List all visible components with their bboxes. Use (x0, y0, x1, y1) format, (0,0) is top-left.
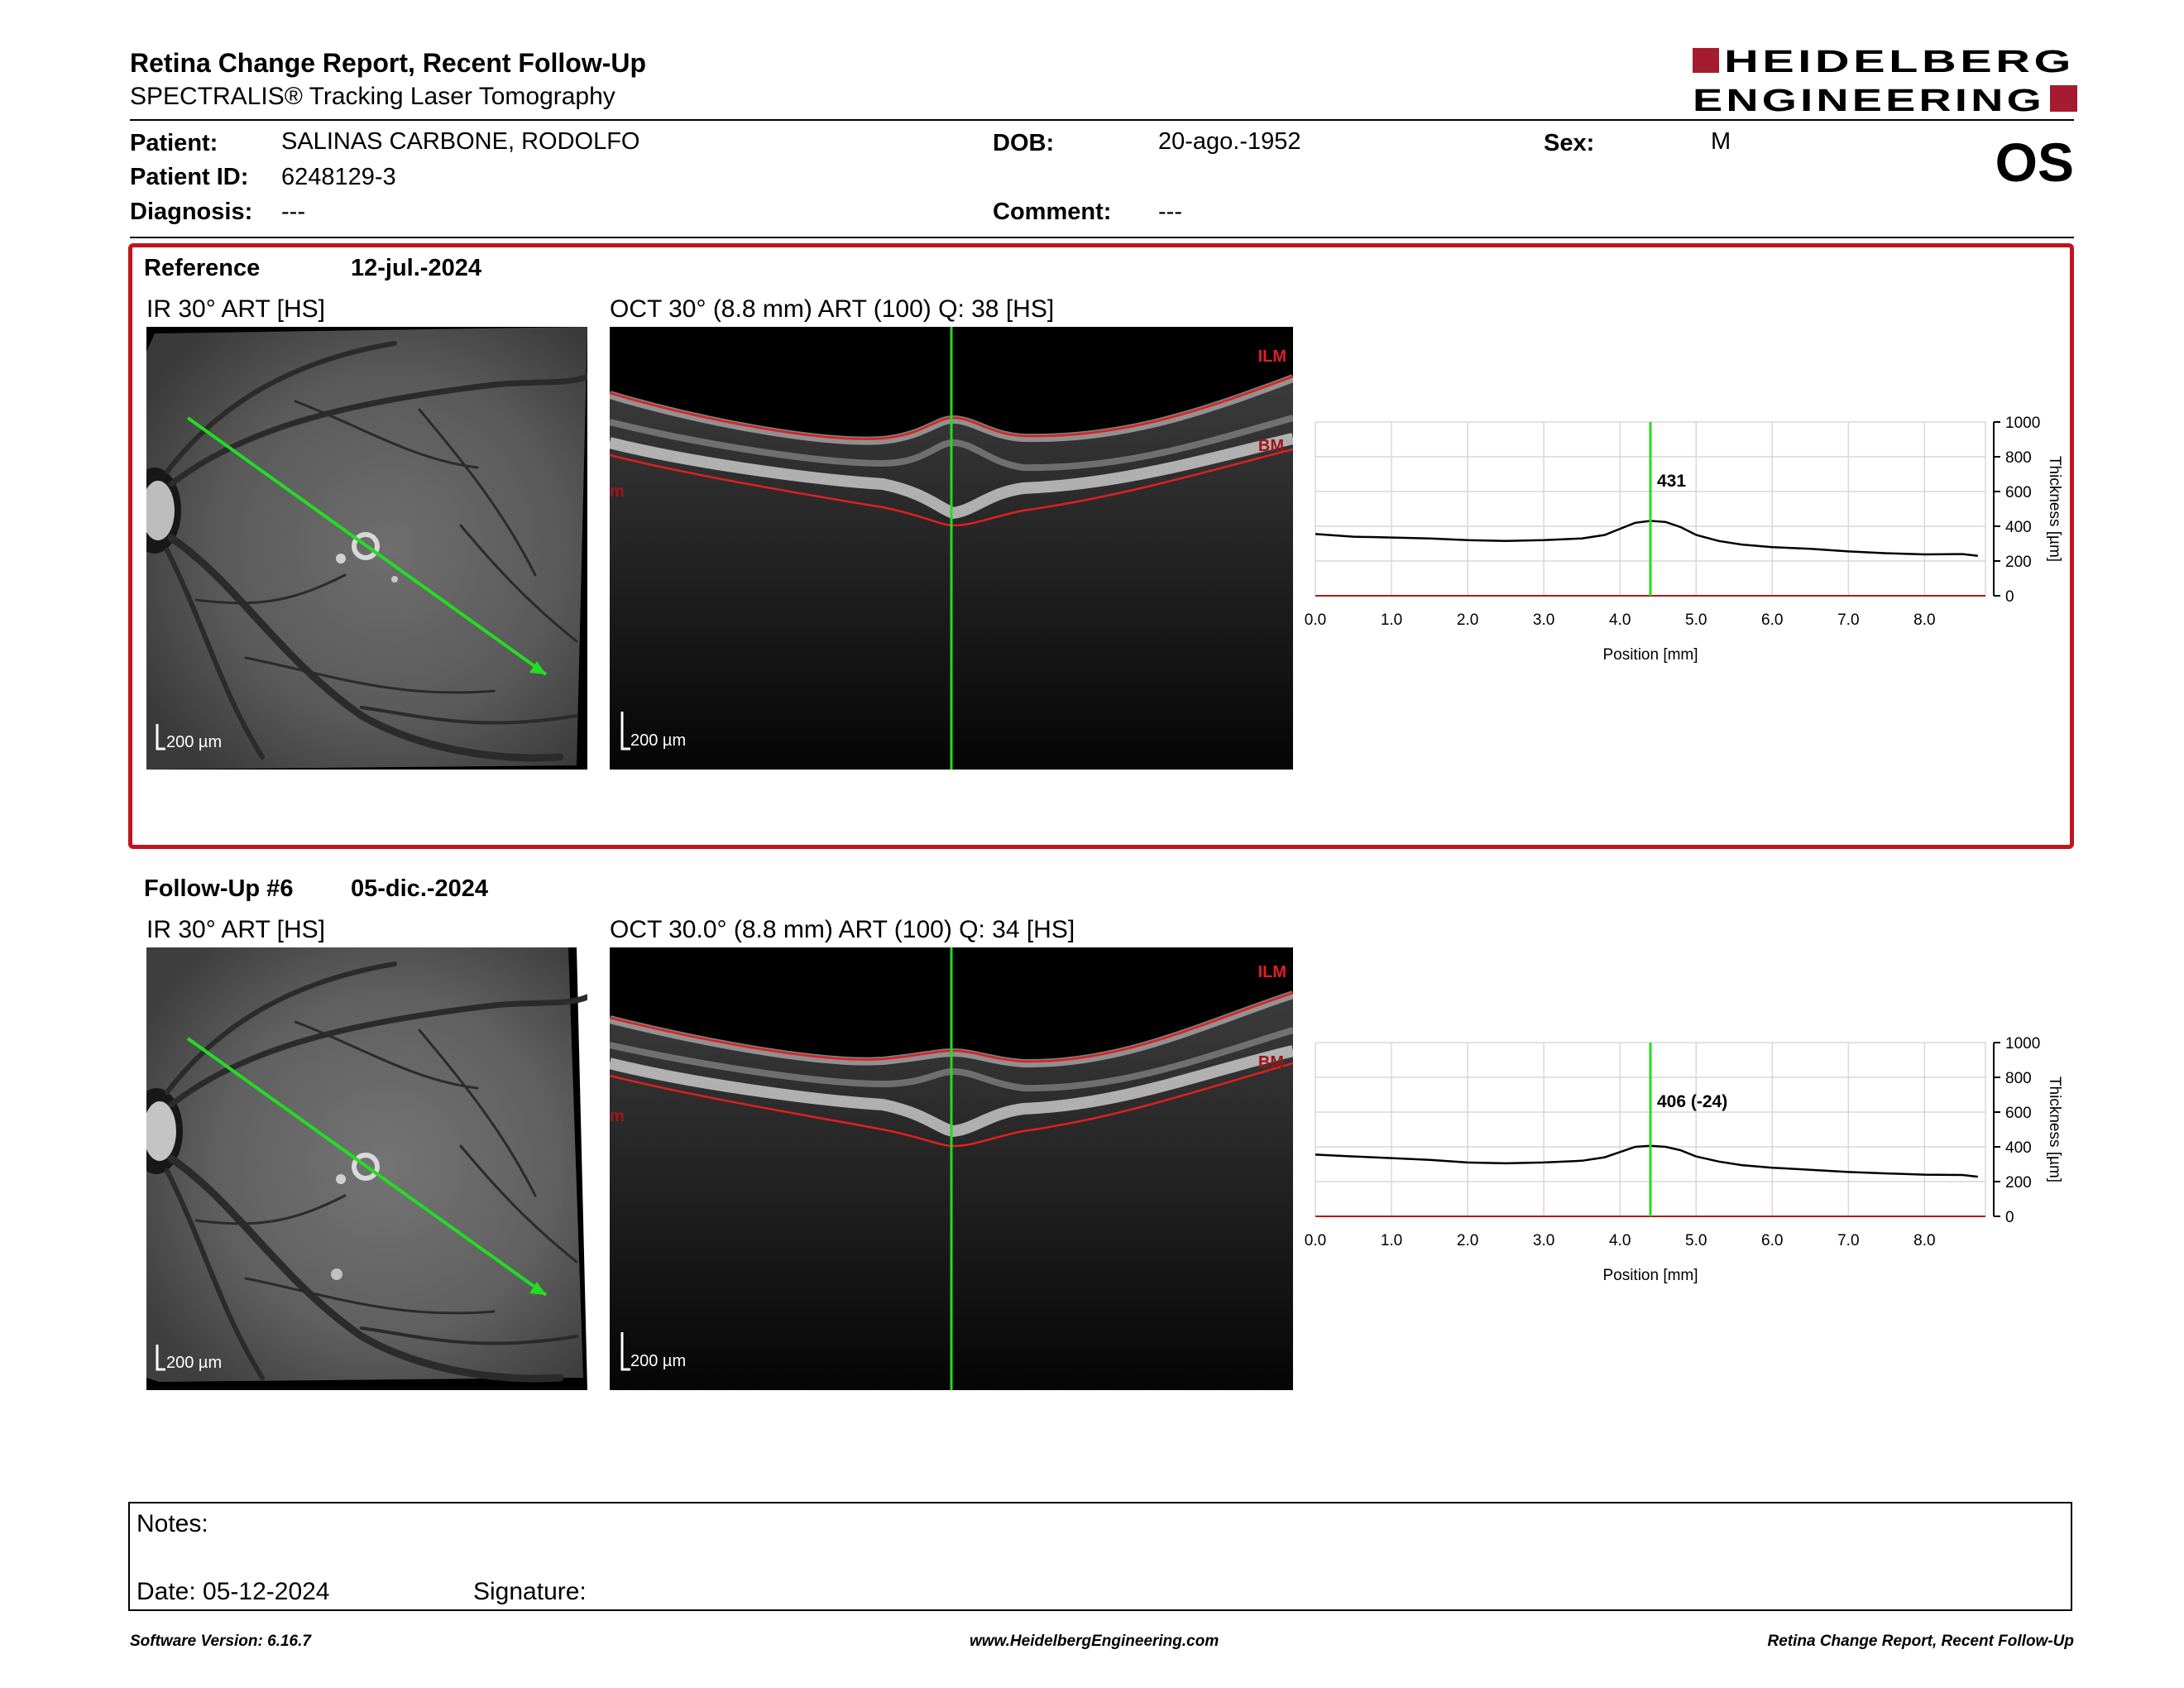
report-subtitle: SPECTRALIS® Tracking Laser Tomography (130, 83, 615, 110)
y-tick-label: 400 (2005, 519, 2032, 536)
patient-label: Patient: (130, 130, 218, 156)
followup-bm-label: BM (1258, 1053, 1284, 1072)
sex-label: Sex: (1544, 130, 1595, 156)
x-tick-label: 1.0 (1381, 611, 1402, 629)
followup-oct-image: ILM BM m 200 µm (610, 947, 1293, 1390)
x-tick-label: 8.0 (1913, 611, 1935, 629)
reference-bm-label: BM (1258, 437, 1284, 455)
patient-id-label: Patient ID: (130, 164, 249, 190)
patient-id: 6248129-3 (281, 164, 396, 190)
followup-date: 05-dic.-2024 (351, 875, 489, 902)
followup-thickness-chart: 1000 800 600 400 200 0 0.0 1.0 2.0 3.0 4.0 5.0 6.0 7.… (1305, 1035, 2063, 1284)
followup-ir-image: 200 µm (146, 947, 587, 1390)
x-axis-label: Position [mm] (1602, 1267, 1698, 1284)
diagnosis-label: Diagnosis: (130, 199, 253, 225)
reference-ir-image: 200 µm (146, 327, 587, 770)
signature-label: Signature: (473, 1578, 587, 1605)
y-tick-label: 1000 (2005, 415, 2040, 432)
reference-oct-image: ILM BM m 200 µm (610, 327, 1293, 770)
notes-box[interactable]: Notes: Date: 05-12-2024 Signature: (128, 1502, 2072, 1611)
notes-label: Notes: (136, 1510, 208, 1537)
followup-ilm-label: ILM (1258, 963, 1286, 981)
x-tick-label: 4.0 (1609, 611, 1631, 629)
y-tick-label: 200 (2005, 554, 2032, 571)
x-tick-label: 3.0 (1533, 611, 1554, 629)
y-tick-label: 600 (2005, 1105, 2032, 1122)
reference-label: Reference (144, 255, 261, 281)
followup-edge-label: m (610, 1107, 625, 1125)
x-tick-label: 7.0 (1837, 1232, 1859, 1249)
y-tick-label: 600 (2005, 484, 2032, 501)
followup-oct-title: OCT 30.0° (8.8 mm) ART (100) Q: 34 [HS] (610, 916, 1075, 943)
reference-ir-title: IR 30° ART [HS] (146, 295, 325, 323)
date-label: Date: 05-12-2024 (136, 1578, 330, 1605)
report-title: Retina Change Report, Recent Follow-Up (130, 48, 647, 78)
y-tick-label: 800 (2005, 1070, 2032, 1087)
diagnosis-value: --- (281, 199, 305, 225)
x-tick-label: 5.0 (1685, 611, 1707, 629)
x-tick-label: 6.0 (1761, 1232, 1783, 1249)
dob-value: 20-ago.-1952 (1158, 128, 1301, 155)
y-tick-label: 0 (2005, 588, 2014, 606)
dob-label: DOB: (993, 130, 1055, 156)
reference-section (128, 243, 2074, 849)
logo-line2: ENGINEERING (1693, 84, 2045, 116)
reference-thickness-chart: 1000 800 600 400 200 0 0.0 1.0 2.0 3.0 4.0 5.0 6.0 7.… (1305, 415, 2063, 664)
followup-oct-scale: 200 µm (630, 1352, 686, 1370)
x-tick-label: 0.0 (1305, 611, 1326, 629)
x-tick-label: 6.0 (1761, 611, 1783, 629)
eye-indicator: OS (1995, 132, 2074, 193)
x-tick-label: 7.0 (1837, 611, 1859, 629)
y-axis-label: Thickness [µm] (2046, 1077, 2063, 1182)
y-tick-label: 400 (2005, 1139, 2032, 1157)
x-tick-label: 2.0 (1457, 611, 1478, 629)
info-rule (130, 237, 2074, 238)
reference-date: 12-jul.-2024 (351, 255, 481, 281)
x-tick-label: 8.0 (1913, 1232, 1935, 1249)
x-tick-label: 3.0 (1533, 1232, 1554, 1249)
followup-ir-title: IR 30° ART [HS] (146, 916, 325, 943)
thickness-series-line (1315, 1144, 1978, 1178)
y-tick-label: 1000 (2005, 1035, 2040, 1053)
x-tick-label: 4.0 (1609, 1232, 1631, 1249)
y-tick-label: 0 (2005, 1209, 2014, 1226)
x-tick-label: 2.0 (1457, 1232, 1478, 1249)
comment-label: Comment: (993, 199, 1112, 225)
footer-software: Software Version: 6.16.7 (130, 1633, 311, 1650)
y-tick-label: 800 (2005, 449, 2032, 467)
patient-name: SALINAS CARBONE, RODOLFO (281, 128, 640, 155)
header-rule (130, 119, 2074, 121)
reference-ir-scale: 200 µm (166, 733, 222, 751)
footer-website[interactable]: www.HeidelbergEngineering.com (970, 1633, 1219, 1650)
x-tick-label: 1.0 (1381, 1232, 1402, 1249)
y-tick-label: 200 (2005, 1174, 2032, 1192)
x-tick-label: 5.0 (1685, 1232, 1707, 1249)
cursor-value-label: 406 (-24) (1657, 1092, 1727, 1111)
x-axis-label: Position [mm] (1602, 646, 1698, 664)
reference-oct-scale: 200 µm (630, 731, 686, 750)
cursor-value-label: 431 (1657, 472, 1686, 491)
comment-value: --- (1158, 199, 1182, 225)
reference-oct-title: OCT 30° (8.8 mm) ART (100) Q: 38 [HS] (610, 295, 1055, 323)
reference-ilm-label: ILM (1258, 348, 1286, 366)
y-axis-label: Thickness [µm] (2046, 456, 2063, 562)
heidelberg-logo: HEIDELBERG ENGINEERING (1693, 46, 2077, 116)
followup-label: Follow-Up #6 (144, 875, 294, 902)
footer-report: Retina Change Report, Recent Follow-Up (1767, 1633, 2074, 1650)
thickness-series-line (1315, 520, 1978, 557)
reference-edge-label: m (610, 482, 625, 501)
followup-ir-scale: 200 µm (166, 1354, 222, 1372)
logo-line1: HEIDELBERG (1724, 46, 2075, 79)
sex-value: M (1711, 128, 1731, 155)
x-tick-label: 0.0 (1305, 1232, 1326, 1249)
